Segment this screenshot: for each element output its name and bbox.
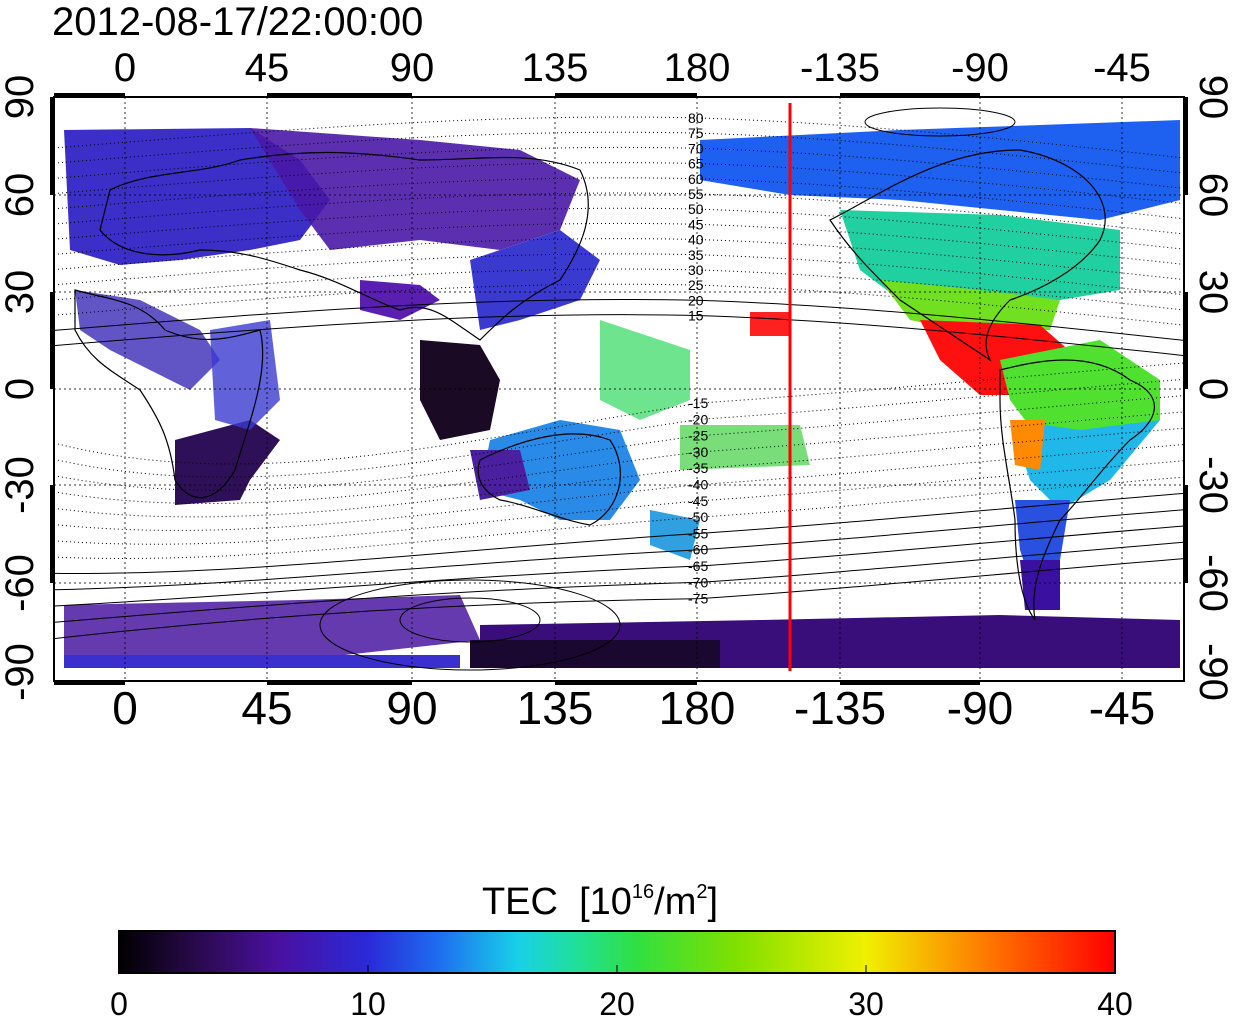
contour-north-12: [54, 298, 1184, 341]
contour-label-south-10: -65: [688, 558, 708, 574]
north-polar-contour: [864, 107, 1016, 137]
bottom-tick-label-2: 90: [386, 682, 438, 734]
contour-south-11: [54, 541, 1184, 623]
tec-patch-japan: [470, 230, 600, 330]
bottom-tick-label-0: 0: [112, 682, 138, 734]
top-tick-label-3: 135: [521, 46, 589, 90]
tec-patch-china: [360, 280, 440, 320]
tec-patch-andes-orange: [1010, 420, 1045, 470]
tec-patch-pacific-red: [750, 312, 790, 336]
contour-south-10: [54, 525, 1184, 607]
top-tick-label-2: 90: [389, 46, 435, 90]
bottom-tick-label-6: -90: [946, 682, 1014, 734]
frame-tick-marks: [50, 93, 1188, 685]
contour-label-south-1: -20: [688, 411, 708, 427]
bottom-tick-label-3: 135: [516, 682, 594, 734]
tec-patch-south-america-north: [1000, 340, 1160, 440]
timestamp-title: 2012-08-17/22:00:00: [52, 0, 424, 44]
contour-label-north-3: 65: [688, 156, 704, 172]
tec-patch-pacific-green: [600, 320, 690, 420]
colorbar-title-main: TEC: [481, 881, 558, 923]
bottom-tick-label-7: -45: [1088, 682, 1156, 734]
tec-patch-africa: [75, 290, 220, 390]
tec-patch-antarctica-dark: [470, 640, 720, 668]
contour-label-south-0: -15: [688, 395, 708, 411]
contour-label-north-13: 15: [688, 308, 704, 324]
top-tick-label-6: -90: [951, 46, 1009, 90]
tec-patch-australia-west: [470, 450, 530, 500]
contour-label-north-7: 45: [688, 216, 704, 232]
contour-label-south-8: -55: [688, 525, 708, 541]
contour-south-8: [54, 492, 1184, 575]
tec-patch-south-america-tip: [1020, 560, 1060, 610]
contour-label-south-2: -25: [688, 428, 708, 444]
contour-label-north-0: 80: [688, 110, 704, 126]
colorbar-label-1: 10: [350, 986, 386, 1022]
contour-south-4: [54, 427, 1184, 518]
contour-label-north-1: 75: [688, 125, 704, 141]
contour-label-north-12: 20: [688, 292, 704, 308]
top-tick-label-5: -135: [799, 46, 881, 90]
tec-patch-pacific-south: [680, 425, 810, 470]
contour-label-south-11: -70: [688, 574, 708, 590]
tec-patch-indonesia: [420, 340, 500, 440]
magnetic-latitude-contours: [54, 107, 1184, 671]
contour-south-2: [54, 395, 1184, 491]
colorbar-label-0: 0: [110, 986, 128, 1022]
tec-patch-asia-north: [250, 128, 580, 250]
colorbar-label-3: 30: [848, 986, 884, 1022]
top-tick-label-4: 180: [663, 46, 731, 90]
south-polar-contour-1: [319, 579, 621, 671]
bottom-tick-label-4: 180: [658, 682, 736, 734]
top-tick-label-7: -45: [1093, 46, 1151, 90]
contour-south-5: [54, 444, 1184, 531]
contour-south-9: [54, 509, 1184, 591]
contour-label-north-2: 70: [688, 140, 704, 156]
contour-label-south-4: -35: [688, 460, 708, 476]
bottom-tick-label-5: -135: [793, 682, 887, 734]
colorbar-title: TEC [1016/m2]: [482, 872, 718, 922]
colorbar-unit-c: ]: [707, 881, 719, 923]
top-tick-label-1: 45: [244, 46, 290, 90]
contour-south-12: [54, 558, 1184, 640]
colorbar-ticks: [367, 965, 867, 973]
colorbar-exp-b: 2: [696, 881, 708, 903]
contour-label-north-10: 30: [688, 262, 704, 278]
colorbar-exp-a: 16: [631, 881, 655, 903]
contour-south-1: [54, 378, 1184, 478]
colorbar-unit-a: [10: [579, 881, 632, 923]
contour-label-north-8: 40: [688, 232, 704, 248]
coastlines: [74, 149, 1155, 621]
contour-label-north-4: 60: [688, 171, 704, 187]
tec-patch-antarctica-blue: [64, 655, 460, 668]
contour-label-north-9: 35: [688, 247, 704, 263]
tec-patch-europe: [64, 128, 330, 265]
contour-label-north-5: 55: [688, 186, 704, 202]
south-polar-contour-0: [399, 597, 541, 643]
contour-label-south-9: -60: [688, 542, 708, 558]
contour-label-south-7: -50: [688, 509, 708, 525]
top-tick-label-0: 0: [113, 46, 137, 90]
tec-patch-southern-africa: [175, 420, 280, 505]
colorbar-unit-b: /m: [654, 881, 697, 923]
contour-label-south-3: -30: [688, 444, 708, 460]
colorbar-label-4: 40: [1097, 986, 1133, 1022]
colorbar-label-2: 20: [599, 986, 635, 1022]
contour-label-north-6: 50: [688, 201, 704, 217]
contour-label-south-6: -45: [688, 493, 708, 509]
contour-north-13: [54, 314, 1184, 357]
contour-label-south-5: -40: [688, 477, 708, 493]
contour-south-3: [54, 411, 1184, 504]
contour-label-north-11: 25: [688, 277, 704, 293]
contour-label-south-12: -75: [688, 591, 708, 607]
bottom-tick-label-1: 45: [241, 682, 293, 734]
